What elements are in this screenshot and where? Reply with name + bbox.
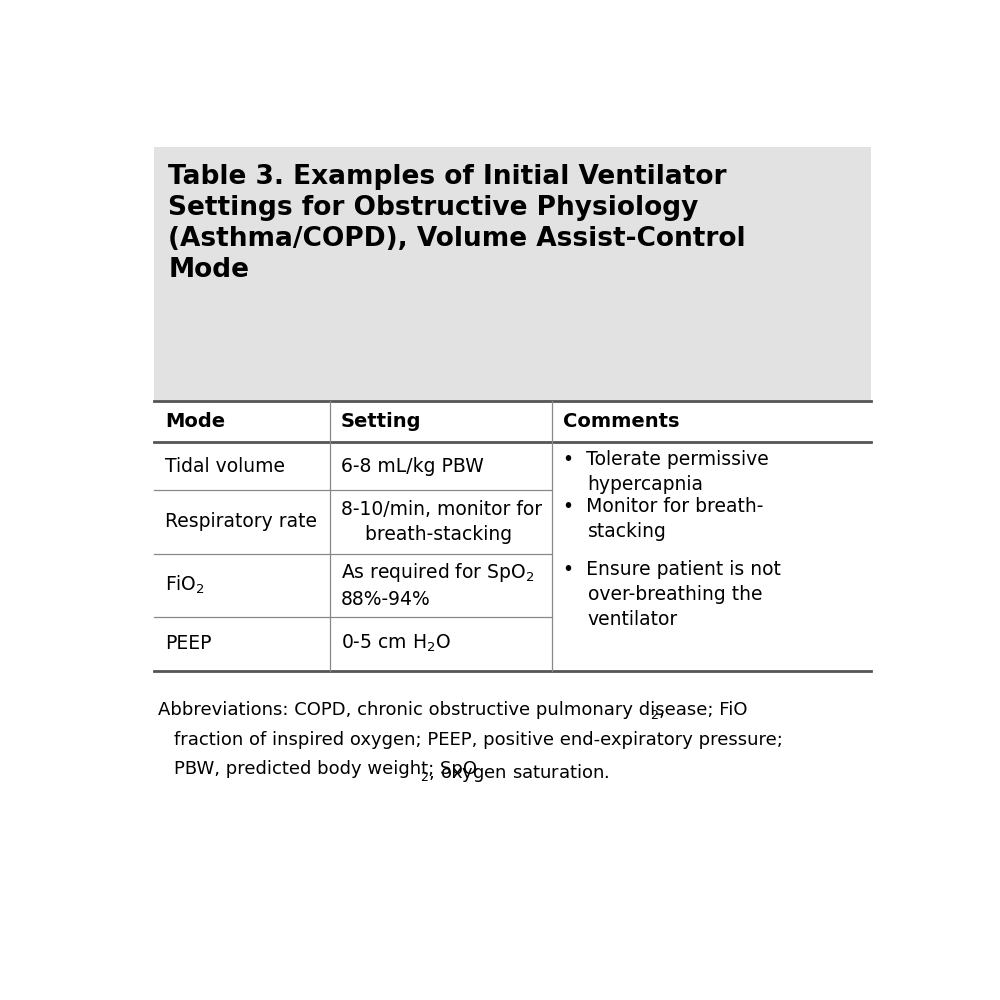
Text: Setting: Setting — [341, 412, 421, 431]
Text: over-breathing the: over-breathing the — [588, 585, 762, 604]
Text: •  Tolerate permissive: • Tolerate permissive — [563, 450, 768, 469]
Text: PEEP: PEEP — [165, 634, 212, 653]
FancyBboxPatch shape — [154, 147, 871, 401]
Text: FiO$_2$: FiO$_2$ — [165, 574, 205, 596]
Text: •  Ensure patient is not: • Ensure patient is not — [563, 560, 781, 579]
Text: Comments: Comments — [563, 412, 679, 431]
Text: •  Monitor for breath-: • Monitor for breath- — [563, 497, 763, 516]
Text: 8-10/min, monitor for
    breath-stacking: 8-10/min, monitor for breath-stacking — [341, 500, 542, 544]
Text: stacking: stacking — [588, 522, 666, 541]
Text: Mode: Mode — [165, 412, 225, 431]
Text: As required for SpO$_2$
88%-94%: As required for SpO$_2$ 88%-94% — [341, 561, 534, 609]
Text: 0-5 cm H$_2$O: 0-5 cm H$_2$O — [341, 633, 451, 654]
Text: Tidal volume: Tidal volume — [165, 457, 285, 476]
Text: PBW, predicted body weight; SpO: PBW, predicted body weight; SpO — [174, 760, 477, 778]
Text: hypercapnia: hypercapnia — [588, 475, 704, 494]
Text: Respiratory rate: Respiratory rate — [165, 512, 317, 531]
Text: $_2$, oxygen saturation.: $_2$, oxygen saturation. — [420, 762, 610, 784]
Text: 6-8 mL/kg PBW: 6-8 mL/kg PBW — [341, 457, 483, 476]
Text: Abbreviations: COPD, chronic obstructive pulmonary disease; FiO: Abbreviations: COPD, chronic obstructive… — [158, 701, 748, 719]
Text: ventilator: ventilator — [588, 610, 678, 629]
Text: fraction of inspired oxygen; PEEP, positive end-expiratory pressure;: fraction of inspired oxygen; PEEP, posit… — [174, 731, 783, 749]
Text: $_2$,: $_2$, — [650, 704, 665, 722]
Text: Table 3. Examples of Initial Ventilator
Settings for Obstructive Physiology
(Ast: Table 3. Examples of Initial Ventilator … — [168, 164, 746, 283]
